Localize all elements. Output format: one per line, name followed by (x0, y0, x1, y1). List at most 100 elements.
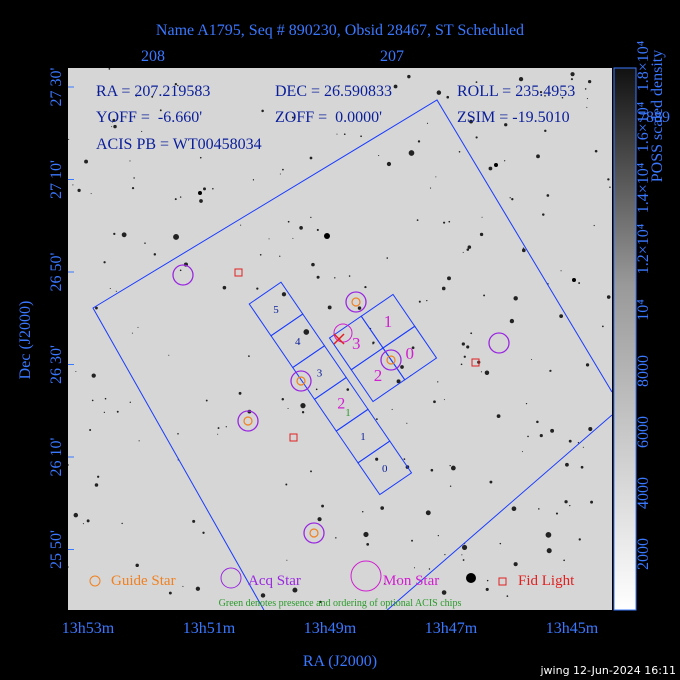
star (513, 296, 518, 301)
star (89, 429, 92, 432)
star (151, 95, 154, 98)
legend-guide (89, 575, 101, 587)
star (546, 194, 550, 197)
star (525, 402, 528, 405)
colorbar-tick: 1.4×10⁴ (635, 162, 652, 213)
star (291, 116, 294, 119)
star (437, 535, 439, 537)
star (443, 221, 446, 224)
star (549, 370, 551, 372)
star (594, 149, 598, 153)
star (324, 233, 330, 239)
star (467, 245, 472, 249)
star (94, 483, 99, 487)
star (545, 531, 552, 538)
star (441, 590, 447, 595)
star (217, 433, 219, 435)
colorbar-tick: 1.2×10⁴ (635, 223, 652, 274)
star (343, 133, 346, 136)
chip-label: 0 (382, 463, 388, 475)
star (141, 130, 143, 132)
star (279, 173, 281, 175)
star (335, 537, 337, 539)
star (396, 379, 401, 384)
colorbar-tick: 8000 (635, 355, 652, 387)
colorbar-tick: 4000 (635, 477, 652, 509)
info: ZOFF = 0.0000' (275, 109, 382, 126)
star (68, 138, 70, 140)
star (433, 400, 436, 404)
star (555, 512, 559, 515)
star (441, 286, 446, 291)
y-tick-label: 26 10' (48, 437, 65, 476)
info: ZSIM = -19.5010 (457, 109, 570, 126)
star (489, 480, 493, 484)
star (72, 184, 74, 186)
star (372, 341, 375, 344)
star (375, 457, 379, 461)
star (569, 504, 571, 507)
star (580, 465, 584, 469)
star (303, 329, 310, 335)
star (103, 261, 106, 264)
star (179, 269, 182, 272)
star (317, 517, 322, 522)
chip-label: 1 (384, 312, 393, 331)
star (316, 228, 319, 232)
star (311, 262, 315, 267)
star (450, 465, 456, 471)
star (570, 78, 574, 81)
star (475, 136, 478, 139)
star (411, 539, 413, 542)
star (73, 512, 79, 518)
star (550, 428, 555, 433)
star (366, 543, 370, 546)
star (536, 420, 539, 424)
colorbar-tick: 1.6×10⁴ (635, 101, 652, 152)
info: ROLL = 235.4953 (457, 83, 575, 100)
star (531, 358, 533, 360)
star (90, 193, 92, 195)
colorbar-tick: 2000 (635, 538, 652, 570)
star (470, 332, 473, 335)
star (466, 573, 476, 583)
star (364, 285, 367, 289)
x-tick-label: 13h45m (546, 620, 599, 637)
star (406, 422, 408, 424)
star (282, 168, 284, 171)
colorbar-tick: 6000 (635, 416, 652, 448)
star (578, 538, 581, 541)
star (426, 122, 429, 124)
star (195, 586, 201, 591)
star (362, 511, 364, 513)
star (357, 306, 362, 310)
star (84, 159, 88, 164)
star (75, 370, 77, 372)
info: YOFF = -6.660' (96, 109, 202, 126)
star (563, 559, 565, 562)
chip-label: 2 (337, 395, 345, 412)
star (461, 554, 463, 556)
star (481, 216, 483, 218)
star (334, 277, 336, 279)
top-tick: 208 (141, 48, 165, 65)
star (393, 84, 398, 89)
star (91, 399, 94, 402)
star (113, 232, 116, 236)
star (504, 123, 508, 127)
star (584, 88, 587, 90)
x-label: RA (J2000) (303, 653, 377, 670)
star (111, 121, 114, 123)
star (435, 176, 437, 178)
star (346, 388, 350, 391)
star (300, 403, 306, 409)
star (285, 483, 288, 486)
star (437, 381, 439, 383)
star (475, 81, 478, 84)
stars (68, 68, 611, 603)
star (496, 414, 501, 419)
acis-i: 10 32 (328, 293, 438, 403)
star (587, 80, 592, 84)
star (539, 90, 543, 94)
star (109, 287, 111, 290)
